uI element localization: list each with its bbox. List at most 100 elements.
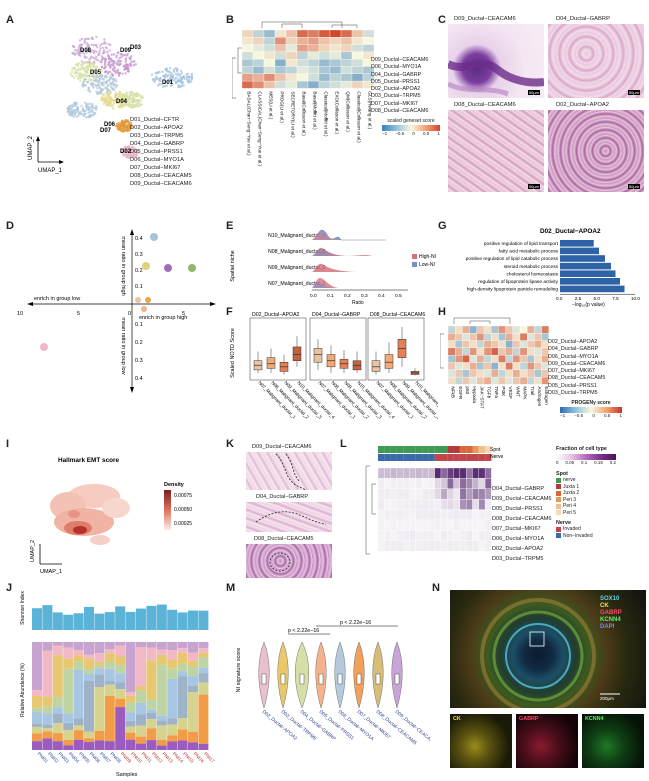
umap-point (123, 103, 126, 106)
heatmap-l-cell (409, 540, 416, 552)
j-abundance-segment (146, 709, 157, 713)
panel-label-l: L (340, 438, 347, 450)
n-inset-gabrp: GABRP (516, 714, 578, 768)
j-abundance-segment (188, 742, 198, 750)
umap-point (125, 155, 128, 159)
heatmap-l-cell (472, 478, 479, 489)
panel-label-j: J (6, 582, 13, 594)
heatmap-l-cell (466, 499, 473, 510)
heatmap-l-row-label: D08_Ductal−CEACAM6 (492, 516, 552, 522)
heatmap-l-cell (396, 488, 404, 500)
umap-point (118, 94, 122, 98)
l-spot-annot (485, 446, 492, 453)
d-ytick-up-0: 0.4 (135, 236, 143, 242)
heatmap-b-cell (351, 80, 364, 89)
umap-point (117, 106, 121, 109)
panel-label-c: C (438, 14, 446, 26)
e-legend-high-swatch (412, 254, 417, 259)
l-spot-annot (478, 446, 486, 453)
heatmap-b-cell (307, 59, 320, 67)
umap-point (85, 56, 88, 59)
m-box (375, 673, 381, 685)
j-abundance-segment (52, 642, 63, 646)
heatmap-b-cell (340, 59, 353, 67)
j-abundance-segment (125, 702, 136, 713)
heatmap-h-cell (519, 340, 528, 349)
umap-point (90, 43, 93, 47)
heatmap-h-cell (447, 333, 456, 341)
umap-point (98, 86, 102, 90)
e-row-1: N08_Malignant_ductal_3 (268, 249, 326, 255)
j-shannon-bar (52, 612, 63, 630)
umap-point (83, 41, 86, 44)
panel-h-heatmap: NFkB EGFR p53 Hypoxia JAK−STAT TGFb TNFa PI3K VE… (440, 317, 549, 409)
d-ytick-down-3: 0.4 (135, 376, 143, 382)
heatmap-b-row-label: D08_Ductal−CEACAM6 (371, 108, 429, 115)
umap-point (95, 55, 98, 59)
j-abundance-segment (115, 689, 126, 699)
heatmap-l-cell (428, 478, 435, 489)
umap-point (93, 111, 97, 115)
panel-c-title-4: D02_Ductal−APOA2 (556, 102, 610, 108)
heatmap-l-cell (466, 540, 473, 552)
heatmap-l-cell (440, 519, 448, 531)
l-nerve-annot (466, 454, 473, 461)
umap-point (179, 76, 182, 79)
umap-point (123, 125, 126, 128)
l-spot-annot (422, 446, 429, 453)
l-spot-item: Peri 5 (556, 510, 646, 517)
heatmap-h-cell (527, 362, 535, 370)
umap-point (101, 74, 104, 77)
heatmap-b-col-label: Basal(Moffitt et al.) (313, 91, 318, 130)
umap-point (110, 53, 113, 56)
umap-point (102, 99, 105, 102)
umap-point (128, 124, 131, 127)
l-nerve-annot (403, 454, 410, 461)
heatmap-h-cell (462, 355, 470, 363)
panel-h-legend: PROGENy score −1 −0.5 0 0.5 1 (560, 400, 622, 418)
heatmap-b-col-label: BASAL(Chan−Seng−Yue et al.) (247, 91, 252, 156)
umap-point (169, 74, 172, 77)
heatmap-l-cell (384, 509, 391, 521)
umap-point (79, 54, 82, 57)
umap-point (83, 101, 87, 104)
j-abundance-segment (156, 649, 167, 655)
umap-point (73, 67, 76, 70)
j-abundance-segment (156, 725, 167, 741)
heatmap-b-cell (307, 80, 320, 89)
heatmap-l-cell (390, 519, 398, 531)
panel-b-legend-gradient (382, 125, 440, 131)
heatmap-b-col-label: Classical(Moffitt et al.) (324, 91, 329, 137)
umap-point (79, 111, 82, 114)
umap-point (76, 68, 79, 71)
umap-legend-item: D09_Ductal−CEACAM6 (130, 181, 192, 187)
j-abundance-segment (156, 654, 167, 665)
umap-point (176, 74, 179, 77)
panel-e-ridges: Spatial niche N10_Malignant_ductal_4 N08… (230, 229, 436, 306)
f-subplot-frame (309, 317, 367, 381)
umap-point (109, 102, 113, 106)
j-abundance-segment (42, 706, 53, 714)
heatmap-b-row-label: D09_Ductal−CEACAM6 (371, 57, 429, 63)
heatmap-l-cell (396, 478, 404, 489)
umap-point (94, 78, 98, 82)
heatmap-b-cell (274, 73, 287, 82)
heatmap-b-cell (351, 29, 364, 38)
scalebar-c1: 50μm (527, 90, 540, 95)
heatmap-l-cell (453, 467, 461, 479)
heatmap-l-cell (453, 488, 461, 500)
heatmap-l-cell (415, 488, 423, 500)
j-shannon-bar (115, 606, 126, 630)
heatmap-l-cell (428, 530, 435, 541)
j-abundance-segment (73, 649, 84, 656)
j-abundance-segment (52, 733, 63, 742)
heatmap-l-cell (472, 509, 479, 521)
umap-point (90, 75, 93, 78)
heatmap-h-cell (519, 347, 528, 356)
umap-point (178, 85, 182, 89)
umap-point (95, 50, 98, 53)
j-abundance-segment (63, 658, 74, 669)
umap-point (109, 100, 113, 103)
micro-c3: 50μm (448, 110, 544, 192)
heatmap-l-cell (478, 499, 486, 510)
